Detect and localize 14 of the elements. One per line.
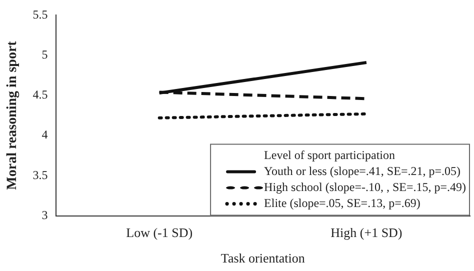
y-tick-label: 4.5 — [32, 88, 48, 102]
y-tick-label: 5 — [42, 47, 48, 62]
legend-label: High school (slope=-.10, , SE=.15, p=.49) — [264, 180, 466, 194]
x-tick-label: Low (-1 SD) — [126, 225, 193, 240]
legend-label: Elite (slope=.05, SE=.13, p=.69) — [264, 196, 420, 210]
x-tick-label: High (+1 SD) — [330, 225, 402, 240]
y-tick-label: 3 — [42, 208, 48, 222]
x-axis-title: Task orientation — [220, 250, 306, 266]
y-axis-title: Moral reasoning in sport — [5, 40, 20, 190]
y-tick-label: 3.5 — [32, 168, 48, 182]
y-tick-label: 4 — [42, 128, 48, 142]
legend-title: Level of sport participation — [264, 148, 396, 162]
y-tick-label: 5.5 — [32, 7, 48, 22]
legend-label: Youth or less (slope=.41, SE=.21, p=.05) — [264, 164, 460, 178]
